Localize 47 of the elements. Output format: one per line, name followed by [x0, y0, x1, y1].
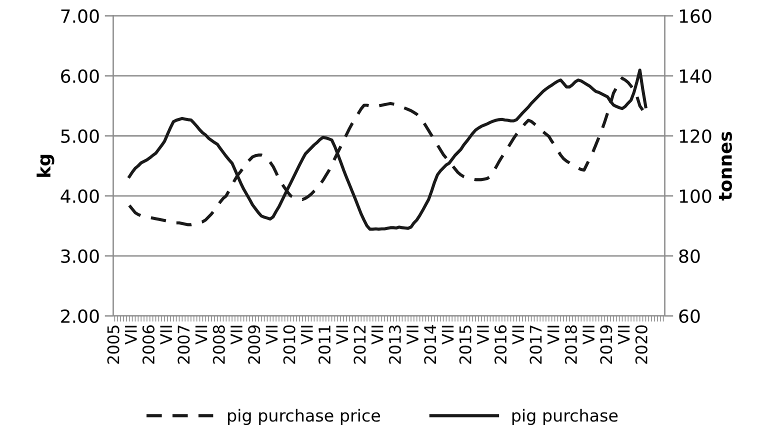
x-tick-label: 2005: [107, 326, 120, 364]
y2-tick-label: 140: [680, 69, 712, 83]
x-tick-label: VII: [618, 326, 630, 344]
x-tick-label: 2007: [178, 326, 190, 364]
x-tick-label: VII: [512, 326, 524, 344]
x-tick-label: VII: [301, 326, 313, 344]
y-tick-label: 3.00: [61, 249, 99, 264]
y2-axis-title: tonnes: [719, 132, 732, 201]
x-tick-label: VII: [442, 326, 454, 344]
x-tick-label: VII: [548, 326, 560, 344]
x-tick-label: VII: [125, 326, 137, 344]
x-tick-label: 2020: [635, 325, 648, 364]
y2-tick-label: 160: [680, 9, 712, 23]
y-tick-label: 5.00: [61, 129, 99, 143]
x-tick-label: VII: [230, 326, 242, 344]
x-tick-label: 2014: [424, 325, 436, 364]
y-axis-title: kg: [36, 154, 54, 177]
x-tick-label: 2015: [459, 326, 472, 364]
x-tick-label: 2018: [564, 325, 578, 364]
x-tick-label: 2019: [600, 325, 612, 364]
x-tick-label: 2006: [142, 325, 155, 364]
y2-tick-label: 60: [679, 309, 700, 324]
y2-tick-label: 120: [680, 129, 712, 143]
x-tick-label: 2010: [283, 325, 296, 364]
x-tick-label: VII: [266, 326, 278, 344]
x-tick-label: 2013: [388, 326, 401, 364]
x-tick-label: 2017: [530, 326, 542, 364]
x-tick-label: 2016: [494, 325, 507, 364]
x-tick-label: VII: [477, 326, 489, 344]
legend-label: pig purchase price: [228, 408, 380, 425]
x-tick-label: VII: [371, 326, 384, 344]
y-tick-label: 6.00: [61, 69, 99, 83]
x-tick-label: VII: [336, 326, 348, 344]
x-tick-label: 2009: [248, 325, 260, 364]
y-tick-label: 7.00: [61, 9, 99, 23]
x-tick-label: 2011: [318, 326, 331, 364]
legend-label: pig purchase: [512, 408, 618, 425]
x-tick-label: VII: [582, 326, 594, 344]
x-tick-label: VII: [160, 326, 172, 344]
x-tick-label: 2008: [212, 325, 225, 364]
y-tick-label: 2.00: [61, 309, 99, 324]
x-tick-label: 2012: [354, 326, 366, 364]
y-tick-label: 4.00: [60, 189, 99, 204]
x-tick-label: VII: [406, 326, 418, 344]
y2-tick-label: 100: [680, 189, 712, 204]
y2-tick-label: 80: [679, 249, 700, 264]
x-tick-label: VII: [195, 326, 208, 344]
